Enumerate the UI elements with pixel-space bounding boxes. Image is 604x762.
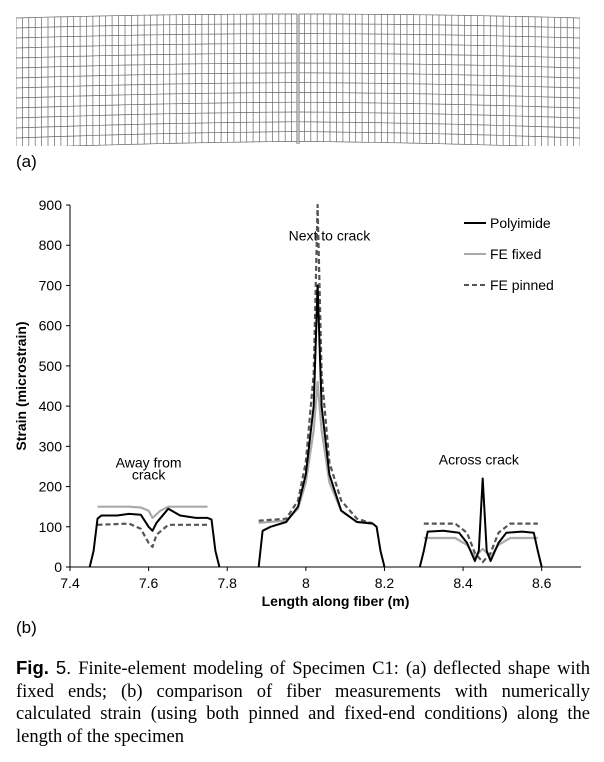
series-line-segment — [97, 522, 208, 548]
x-tick-label: 7.6 — [139, 575, 159, 591]
mesh-row-line — [298, 52, 580, 59]
y-tick-label: 500 — [39, 358, 63, 374]
mesh-row-line — [16, 43, 297, 49]
series-line-segment — [257, 284, 386, 568]
legend-label: FE pinned — [490, 277, 554, 293]
mesh-row-line — [16, 92, 298, 99]
x-tick-label: 8.4 — [453, 575, 473, 591]
mesh-row-line — [299, 23, 580, 29]
mesh-row-line — [299, 13, 580, 19]
x-tick-label: 8.6 — [532, 575, 552, 591]
y-tick-label: 300 — [39, 438, 63, 454]
mesh-row-line — [16, 101, 298, 109]
chart-annotation: Away from — [116, 455, 182, 471]
y-tick-label: 900 — [39, 197, 63, 213]
y-tick-label: 200 — [39, 479, 63, 495]
legend-label: FE fixed — [490, 246, 541, 262]
caption-text: Finite-element modeling of Specimen C1: … — [16, 659, 591, 747]
x-tick-label: 7.4 — [60, 575, 80, 591]
mesh-row-line — [16, 62, 298, 69]
mesh-row-line — [16, 52, 298, 59]
mesh-row-line — [299, 43, 580, 49]
mesh-row-line — [16, 82, 298, 89]
deflected-mesh — [16, 13, 580, 146]
mesh-row-line — [298, 82, 580, 89]
mesh-row-line — [298, 72, 580, 79]
y-tick-label: 700 — [39, 277, 63, 293]
series-line-segment — [418, 477, 543, 568]
mesh-row-line — [16, 121, 298, 129]
series-line-segment — [258, 203, 374, 525]
mesh-row-line — [16, 13, 297, 19]
series-polyimide — [88, 284, 543, 568]
panel-a-label: (a) — [16, 152, 37, 171]
mesh-row-line — [298, 111, 580, 119]
y-tick-label: 800 — [39, 237, 63, 253]
mesh-row-line — [298, 131, 580, 139]
y-tick-label: 600 — [39, 318, 63, 334]
mesh-row-line — [16, 23, 297, 29]
mesh-row-line — [298, 92, 580, 99]
y-axis-label: Strain (microstrain) — [13, 321, 29, 450]
y-tick-label: 100 — [39, 519, 63, 535]
series-line-segment — [258, 380, 373, 524]
x-axis-label: Length along fiber (m) — [262, 593, 410, 609]
series-fe-pinned — [97, 203, 538, 564]
mesh-row-line — [16, 131, 298, 139]
series-line-segment — [423, 522, 538, 564]
caption-fig-number: 5. — [55, 657, 72, 678]
strain-chart: 0 100 200 300 400 500 600 700 800 900 7.4 7.6 7.8 8 8.… — [13, 197, 581, 609]
mesh-row-line — [299, 33, 580, 39]
series-line-segment — [97, 505, 208, 519]
figure-caption: Fig. 5. Finite-element modeling of Speci… — [16, 657, 590, 748]
mesh-grid — [16, 13, 580, 146]
mesh-row-line — [16, 33, 297, 39]
x-tick-label: 8 — [302, 575, 310, 591]
mesh-row-line — [298, 101, 580, 109]
mesh-row-line — [298, 62, 580, 69]
y-tick-label: 400 — [39, 398, 63, 414]
mesh-row-line — [16, 111, 298, 119]
series-line-segment — [423, 536, 538, 558]
mesh-row-line — [16, 72, 298, 79]
caption-fig-word: Fig. — [16, 657, 49, 678]
chart-annotation: Next to crack — [289, 227, 372, 243]
series-line-segment — [88, 507, 221, 568]
panel-b-label: (b) — [16, 618, 37, 637]
legend-label: Polyimide — [490, 215, 551, 231]
chart-annotation: Across crack — [439, 451, 520, 467]
x-tick-label: 8.2 — [375, 575, 395, 591]
chart-annotation: crack — [132, 467, 166, 483]
y-tick-label: 0 — [54, 559, 62, 575]
mesh-row-line — [62, 141, 298, 146]
mesh-row-line — [298, 121, 580, 129]
mesh-row-line — [298, 141, 534, 146]
x-tick-label: 7.8 — [217, 575, 237, 591]
